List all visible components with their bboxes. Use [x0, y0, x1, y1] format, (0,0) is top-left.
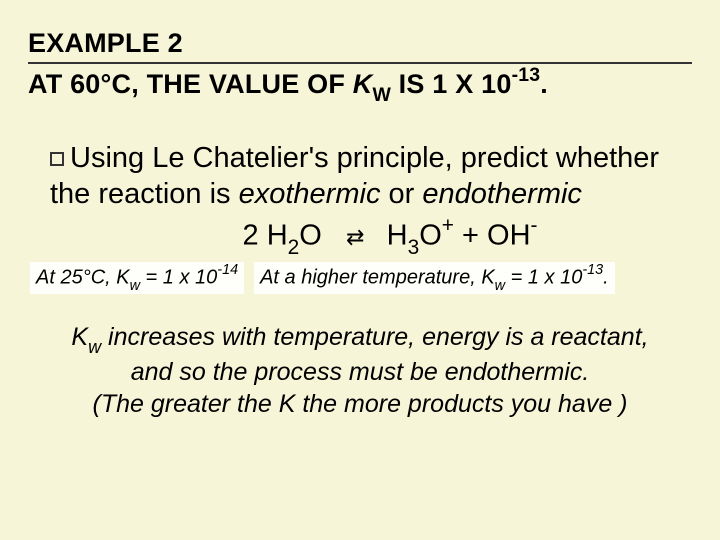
note-higher-temp: At a higher temperature, Kw = 1 x 10-13. — [254, 262, 615, 295]
eq-lhs-sub: 2 — [288, 236, 300, 259]
eq-rhs-sup2: - — [531, 214, 538, 237]
header-line-1: EXAMPLE 2 — [28, 28, 692, 64]
eq-rhs-sup1: + — [442, 214, 454, 237]
partial-text: (The greater the K the more products you… — [93, 390, 628, 418]
body-paragraph: Using Le Chatelier's principle, predict … — [50, 141, 692, 212]
eq-rhs-sub1: 3 — [408, 236, 420, 259]
eq-lhs-a: 2 H — [243, 220, 288, 252]
conclusion-text: Kw increases with temperature, energy is… — [28, 322, 692, 387]
eq-plus: + — [454, 220, 487, 252]
n2-b: = 1 x 10 — [505, 266, 582, 288]
eq-rhs-b: O — [419, 220, 442, 252]
bullet-icon — [50, 152, 64, 166]
equilibrium-arrow-icon: ⇄ — [346, 225, 362, 250]
header-text-a: AT 60°C, THE VALUE OF — [28, 69, 353, 99]
note-25c: At 25°C, Kw = 1 x 10-14 — [30, 262, 244, 295]
body-exo: exothermic — [239, 178, 381, 210]
slide-header: EXAMPLE 2 AT 60°C, THE VALUE OF KW IS 1 … — [28, 28, 692, 105]
n2-c: . — [603, 266, 609, 288]
n2-sup: -13 — [582, 262, 603, 278]
n1-a: At 25°C, K — [36, 266, 130, 288]
eq-rhs-a: H — [387, 220, 408, 252]
c-body: increases with temperature, energy is a … — [101, 323, 649, 386]
n1-sub: w — [130, 278, 140, 294]
n1-b: = 1 x 10 — [140, 266, 217, 288]
header-k: K — [353, 69, 373, 99]
notes-row: At 25°C, Kw = 1 x 10-14 At a higher temp… — [30, 262, 692, 295]
header-exp: -13 — [512, 64, 541, 86]
c-sub: w — [88, 337, 101, 357]
c-k: K — [71, 323, 88, 351]
header-line-2: AT 60°C, THE VALUE OF KW IS 1 X 10-13. — [28, 66, 692, 105]
n2-sub: w — [495, 278, 505, 294]
n2-a: At a higher temperature, K — [260, 266, 495, 288]
header-k-sub: W — [372, 84, 391, 106]
body-or: or — [380, 178, 422, 210]
eq-rhs-c: OH — [487, 220, 531, 252]
partial-line: (The greater the K the more products you… — [28, 390, 692, 419]
body-endo: endothermic — [422, 178, 582, 210]
header-text-b: IS 1 X 10 — [391, 69, 512, 99]
header-text-c: . — [540, 69, 548, 99]
example-number: EXAMPLE 2 — [28, 28, 183, 58]
eq-lhs-b: O — [299, 220, 322, 252]
chemical-equation: 2 H2O ⇄ H3O+ + OH- — [88, 216, 692, 257]
n1-sup: -14 — [217, 262, 238, 278]
